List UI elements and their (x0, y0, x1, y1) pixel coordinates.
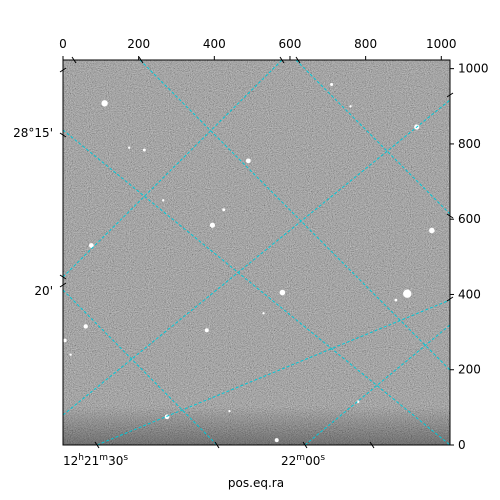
grid-line (63, 289, 218, 445)
star (142, 148, 146, 152)
wcs-grid (63, 60, 450, 445)
star (88, 243, 94, 248)
grid-line (139, 60, 450, 371)
y-tick-label: 1000 (458, 62, 489, 76)
ra-tick-label: 12h21m30s (63, 453, 128, 468)
star (349, 105, 352, 108)
x-pixel-axis-top: 0 200 400 600 800 1000 (59, 37, 457, 60)
x-tick-label: 200 (127, 37, 150, 51)
star (245, 158, 251, 164)
star (330, 82, 334, 86)
star (356, 400, 360, 404)
star (101, 100, 108, 107)
star (83, 324, 88, 329)
grid-line (63, 129, 450, 445)
x-tick-label: 0 (59, 37, 67, 51)
world-tick-marks (59, 56, 454, 449)
grid-line (63, 60, 283, 278)
star (403, 289, 412, 298)
x-tick-label: 600 (279, 37, 302, 51)
x-axis-title: pos.eq.ra (228, 476, 284, 490)
star (222, 208, 226, 212)
ra-tick-label: 22m00s (281, 453, 325, 468)
star (128, 146, 131, 149)
plot-frame (62, 59, 451, 446)
grid-line (96, 299, 450, 445)
star (274, 438, 279, 443)
y-tick-label: 800 (458, 137, 481, 151)
dec-tick-label: 20' (34, 284, 53, 298)
grid-line (304, 324, 450, 445)
star (394, 298, 398, 302)
y-tick-label: 0 (458, 438, 466, 452)
x-tick-label: 400 (203, 37, 226, 51)
x-tick-label: 800 (354, 37, 377, 51)
star (279, 289, 286, 296)
star (69, 353, 72, 356)
sky-image (63, 60, 450, 445)
grid-line (63, 99, 450, 416)
star (162, 199, 165, 202)
x-tick-label: 1000 (426, 37, 457, 51)
y-tick-label: 400 (458, 287, 481, 301)
dec-tick-label: 28°15' (13, 126, 53, 140)
star (204, 328, 209, 333)
y-tick-label: 600 (458, 212, 481, 226)
grid-line (295, 60, 450, 215)
y-pixel-axis-right: 0 200 400 600 800 1000 (450, 62, 489, 452)
star (262, 312, 265, 315)
star (63, 338, 67, 343)
star (228, 410, 231, 413)
y-tick-label: 200 (458, 363, 481, 377)
star (209, 222, 216, 228)
star (429, 227, 435, 234)
